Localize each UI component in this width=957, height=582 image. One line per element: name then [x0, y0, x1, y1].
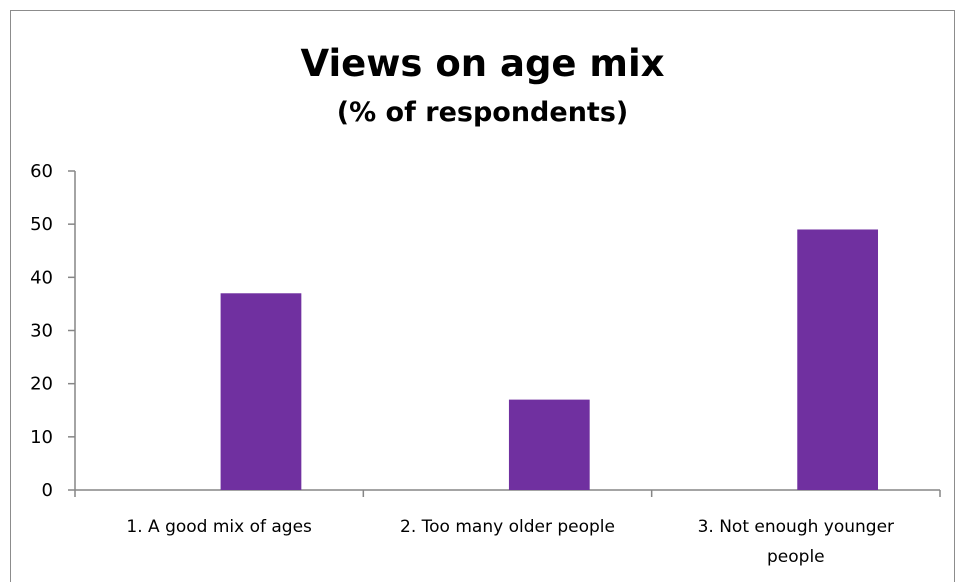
x-category-label: 2. Too many older people: [400, 517, 615, 537]
y-tick-label: 40: [30, 267, 53, 288]
bar: [797, 229, 879, 490]
bar: [220, 293, 302, 490]
y-tick-label: 60: [30, 161, 53, 182]
chart-subtitle: (% of respondents): [336, 97, 629, 128]
x-category-label: 3. Not enough younger: [698, 517, 894, 537]
x-category-label: people: [767, 547, 825, 567]
y-tick-label: 10: [30, 427, 53, 448]
chart-title: Views on age mix: [300, 42, 665, 85]
y-tick-label: 50: [30, 214, 53, 235]
x-category-label: 1. A good mix of ages: [126, 517, 312, 537]
bar: [508, 399, 590, 490]
y-tick-label: 30: [30, 321, 53, 342]
y-tick-label: 20: [30, 374, 53, 395]
y-tick-label: 0: [42, 480, 53, 501]
